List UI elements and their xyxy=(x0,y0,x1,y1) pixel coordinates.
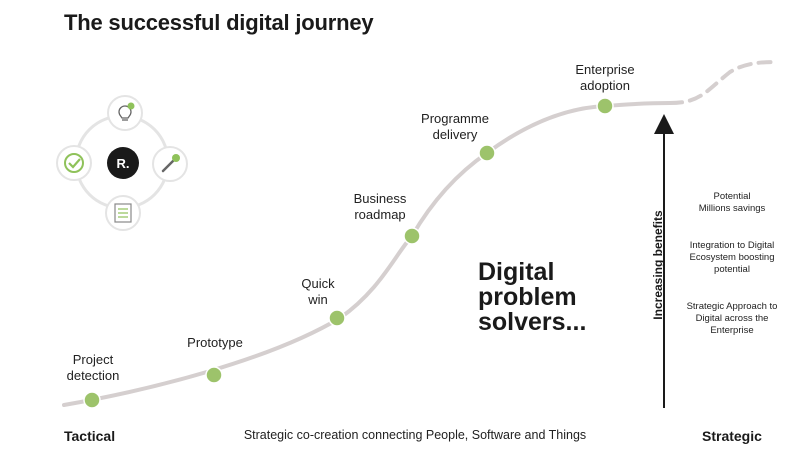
center-label: R. xyxy=(117,156,130,171)
benefit-item: Integration to Digital Ecosystem boosting… xyxy=(689,240,775,275)
stage-node-enterprise-adoption xyxy=(596,97,614,115)
axis-label-right: Strategic xyxy=(702,428,762,444)
stage-node-project-detection xyxy=(83,391,101,409)
vertical-label: Increasing benefits xyxy=(651,210,665,320)
checklist-icon xyxy=(105,195,141,231)
page-title: The successful digital journey xyxy=(64,10,374,35)
benefit-item: Potential Millions savings xyxy=(698,191,766,214)
stage-label-quick-win: Quick win xyxy=(301,276,335,307)
journey-curve-dashed xyxy=(668,60,780,105)
cycle-graphic: R. xyxy=(56,95,188,231)
checkmark-icon xyxy=(56,145,92,181)
axis-label-left: Tactical xyxy=(64,428,116,444)
stage-label-enterprise-adoption: Enterprise adoption xyxy=(575,62,635,93)
stage-node-business-roadmap xyxy=(403,227,421,245)
lightbulb-icon xyxy=(107,95,143,131)
benefit-item: Strategic Approach to Digital across the E… xyxy=(686,301,778,336)
stage-label-prototype: Prototype xyxy=(187,335,243,350)
stage-node-quick-win xyxy=(328,309,346,327)
journey-curve xyxy=(62,101,672,407)
axis-label-middle: Strategic co-creation connecting People,… xyxy=(243,428,587,442)
stage-label-project-detection: Project detection xyxy=(66,352,120,383)
center-circle xyxy=(107,147,139,179)
stage-node-prototype xyxy=(205,366,223,384)
stage-node-programme-delivery xyxy=(478,144,496,162)
stage-label-business-roadmap: Business roadmap xyxy=(353,191,407,222)
wrench-icon xyxy=(152,146,188,182)
stage-label-programme-delivery: Programme delivery xyxy=(421,111,489,142)
headline: Digital problem solvers... xyxy=(478,258,587,336)
